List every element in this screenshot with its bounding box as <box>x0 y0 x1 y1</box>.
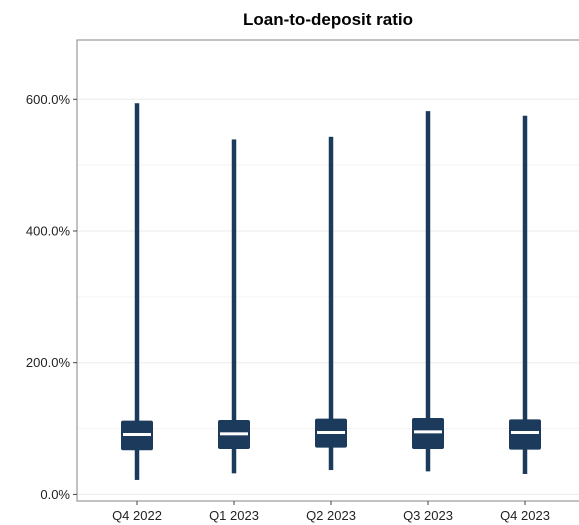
box-q1-2023 <box>218 139 250 474</box>
whisker <box>134 103 140 480</box>
median-line <box>414 430 442 434</box>
box-q3-2023 <box>412 111 444 472</box>
box-body <box>412 418 444 449</box>
y-tick-label: 400.0% <box>26 223 71 238</box>
x-tick-label: Q4 2022 <box>112 508 162 523</box>
median-line <box>317 431 345 435</box>
y-axis: 0.0% 200.0% 400.0% 600.0% <box>26 92 77 502</box>
median-line <box>220 432 248 436</box>
box-body <box>509 419 541 450</box>
median-line <box>123 432 151 436</box>
whisker <box>425 111 431 472</box>
x-tick-label: Q1 2023 <box>209 508 259 523</box>
median-line <box>511 431 539 435</box>
whisker <box>522 115 528 474</box>
y-tick-label: 0.0% <box>40 487 70 502</box>
boxes <box>121 103 541 480</box>
chart-title: Loan-to-deposit ratio <box>243 10 413 29</box>
x-axis: Q4 2022 Q1 2023 Q2 2023 Q3 2023 Q4 2023 <box>112 501 550 523</box>
x-tick-label: Q4 2023 <box>500 508 550 523</box>
box-q4-2023 <box>509 115 541 474</box>
x-tick-label: Q3 2023 <box>403 508 453 523</box>
whisker <box>231 139 237 474</box>
y-tick-label: 200.0% <box>26 355 71 370</box>
plot-frame <box>76 39 579 502</box>
x-tick-label: Q2 2023 <box>306 508 356 523</box>
whisker <box>328 136 334 471</box>
y-tick-label: 600.0% <box>26 92 71 107</box>
box-q2-2023 <box>315 136 347 471</box>
box-q4-2022 <box>121 103 153 480</box>
